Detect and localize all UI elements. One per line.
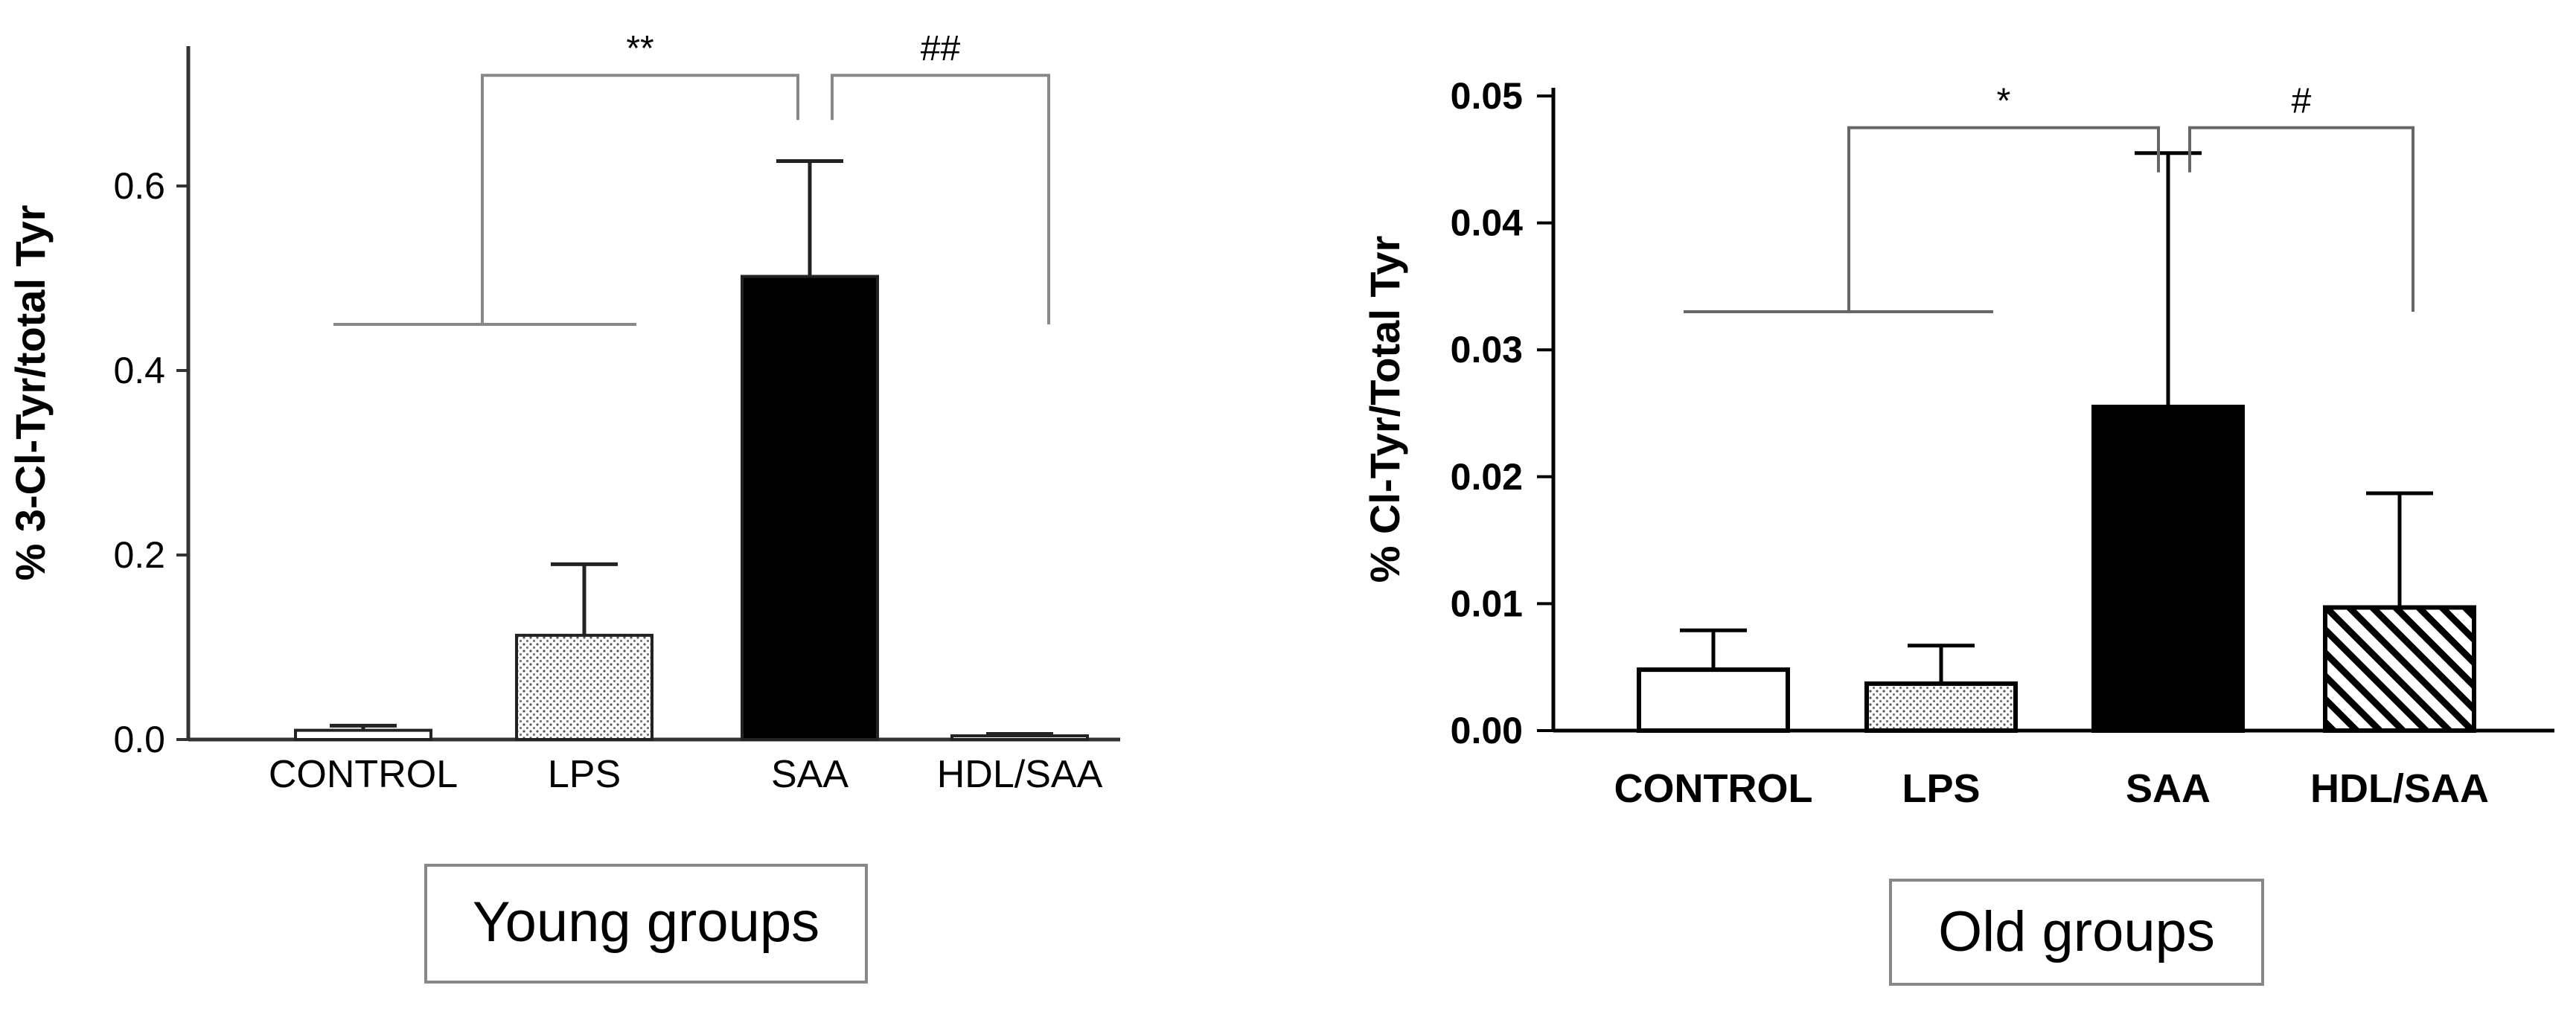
bar-hdl-saa bbox=[2323, 605, 2476, 733]
y-tick-label: 0.05 bbox=[1451, 75, 1523, 117]
y-tick-label: 0.4 bbox=[113, 350, 165, 391]
x-category-label: SAA bbox=[2126, 766, 2211, 811]
significance-bracket bbox=[1847, 126, 2160, 312]
x-category-label: SAA bbox=[771, 753, 848, 796]
bar-lps bbox=[515, 633, 653, 741]
bar-saa bbox=[2091, 404, 2245, 733]
x-category-label: HDL/SAA bbox=[2310, 766, 2489, 811]
y-axis-title: % 3-Cl-Tyr/total Tyr bbox=[7, 205, 54, 580]
significance-label: ## bbox=[921, 29, 961, 68]
bar-lps bbox=[1864, 681, 2018, 733]
y-tick-label: 0.6 bbox=[113, 165, 165, 207]
caption-box bbox=[1889, 879, 2264, 986]
young-groups-chart: 0.0 0.2 0.4 0.6 % 3-Cl-Tyr/total Tyr CONTROL L… bbox=[7, 29, 1120, 984]
x-category-label: CONTROL bbox=[269, 753, 458, 796]
y-tick-label: 0.02 bbox=[1451, 456, 1523, 498]
significance-label: # bbox=[2292, 82, 2312, 121]
significance-label: * bbox=[1997, 82, 2011, 121]
old-groups-chart: 0.00 0.01 0.02 0.03 0.04 0.05 % Cl-Tyr/Total T… bbox=[1361, 75, 2554, 986]
y-tick-label: 0.01 bbox=[1451, 583, 1523, 624]
significance-bracket bbox=[481, 74, 799, 324]
significance-bracket bbox=[831, 74, 1050, 324]
y-tick-label: 0.0 bbox=[113, 719, 165, 760]
y-tick-label: 0.03 bbox=[1451, 329, 1523, 371]
caption-label: Old groups bbox=[1938, 900, 2215, 963]
y-tick-label: 0.04 bbox=[1451, 202, 1524, 244]
bar-control bbox=[1637, 667, 1790, 733]
bar-hdl-saa bbox=[950, 734, 1089, 741]
x-category-label: LPS bbox=[548, 753, 621, 796]
bar-saa bbox=[741, 275, 879, 741]
y-tick-label: 0.00 bbox=[1451, 710, 1523, 751]
caption-label: Young groups bbox=[473, 891, 819, 954]
significance-bracket bbox=[2188, 126, 2414, 312]
x-category-label: LPS bbox=[1902, 766, 1980, 811]
bar-control bbox=[294, 728, 432, 741]
caption-box bbox=[424, 864, 868, 984]
y-tick-label: 0.2 bbox=[113, 534, 165, 576]
y-axis-title: % Cl-Tyr/Total Tyr bbox=[1361, 236, 1408, 583]
x-category-label: CONTROL bbox=[1614, 766, 1813, 811]
x-category-label: HDL/SAA bbox=[937, 753, 1103, 796]
significance-label: ** bbox=[626, 29, 653, 68]
